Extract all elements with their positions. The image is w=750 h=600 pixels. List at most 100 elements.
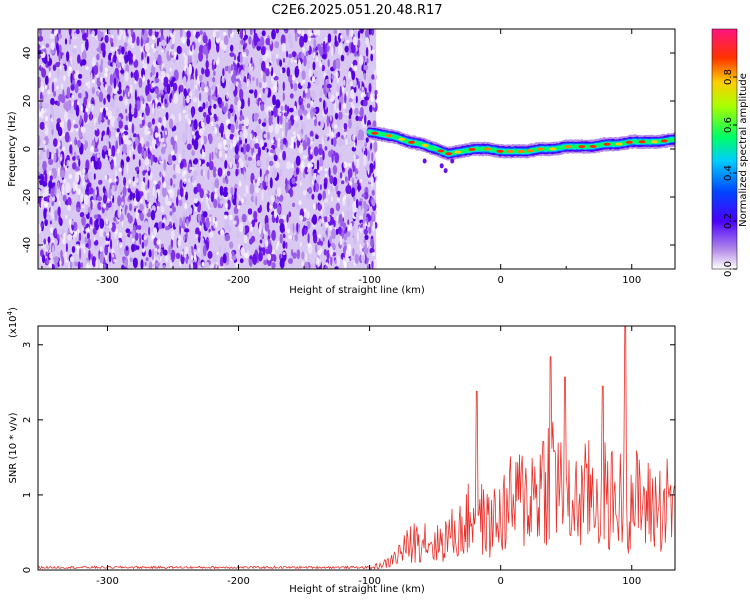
noise-blob bbox=[219, 256, 224, 268]
noise-blob bbox=[343, 229, 347, 235]
noise-gap bbox=[162, 217, 166, 223]
noise-gap bbox=[213, 60, 216, 65]
noise-blob bbox=[330, 46, 334, 57]
noise-blob bbox=[294, 123, 299, 129]
noise-gap bbox=[40, 64, 43, 68]
noise-blob bbox=[363, 161, 367, 166]
noise-blob bbox=[257, 146, 261, 158]
noise-gap bbox=[210, 107, 214, 114]
noise-blob bbox=[282, 233, 286, 239]
noise-blob bbox=[186, 143, 192, 150]
noise-blob bbox=[248, 89, 254, 94]
noise-blob bbox=[159, 171, 162, 178]
noise-blob bbox=[243, 226, 246, 235]
noise-blob bbox=[305, 252, 308, 263]
noise-blob bbox=[125, 115, 128, 122]
noise-blob bbox=[266, 201, 270, 213]
x-tick-label: -200 bbox=[227, 275, 250, 286]
noise-gap bbox=[120, 206, 122, 210]
noise-blob bbox=[277, 137, 281, 142]
noise-gap bbox=[104, 256, 108, 261]
noise-blob bbox=[142, 97, 145, 105]
noise-gap bbox=[77, 228, 80, 234]
noise-blob bbox=[322, 40, 326, 53]
noise-blob bbox=[38, 223, 42, 234]
noise-blob bbox=[313, 29, 318, 36]
noise-gap bbox=[191, 255, 194, 260]
noise-blob bbox=[256, 180, 260, 187]
noise-blob bbox=[151, 82, 155, 88]
noise-blob bbox=[339, 101, 342, 112]
noise-blob bbox=[265, 239, 269, 248]
noise-blob bbox=[59, 170, 66, 178]
noise-blob bbox=[129, 257, 133, 262]
noise-blob bbox=[261, 122, 267, 127]
noise-gap bbox=[229, 214, 233, 221]
noise-blob bbox=[229, 52, 235, 57]
noise-blob bbox=[346, 209, 350, 220]
noise-blob bbox=[234, 183, 238, 189]
noise-blob bbox=[39, 149, 44, 160]
noise-gap bbox=[307, 243, 311, 248]
noise-gap bbox=[71, 94, 75, 99]
noise-blob bbox=[316, 266, 322, 269]
noise-gap bbox=[95, 189, 97, 196]
noise-blob bbox=[371, 189, 375, 196]
noise-gap bbox=[347, 163, 352, 167]
noise-blob bbox=[371, 74, 375, 80]
noise-blob bbox=[39, 168, 44, 175]
noise-blob bbox=[355, 211, 361, 221]
noise-blob bbox=[259, 36, 265, 48]
noise-blob bbox=[147, 179, 150, 189]
noise-blob bbox=[153, 156, 158, 163]
noise-gap bbox=[106, 197, 110, 204]
colorbar-tick-label: 0.8 bbox=[723, 69, 734, 85]
noise-gap bbox=[151, 35, 156, 40]
noise-blob bbox=[212, 76, 216, 83]
noise-blob bbox=[182, 216, 186, 227]
noise-blob bbox=[305, 51, 309, 57]
ridge-peak bbox=[506, 149, 514, 153]
noise-blob bbox=[262, 80, 268, 89]
noise-gap bbox=[192, 44, 194, 52]
noise-blob bbox=[193, 169, 199, 177]
noise-gap bbox=[212, 31, 216, 38]
noise-blob bbox=[362, 146, 366, 152]
noise-blob bbox=[359, 106, 364, 118]
noise-gap bbox=[96, 74, 99, 79]
noise-blob bbox=[311, 75, 316, 83]
noise-blob bbox=[75, 29, 80, 35]
noise-blob bbox=[80, 262, 84, 268]
noise-blob bbox=[193, 260, 198, 269]
noise-gap bbox=[110, 195, 113, 199]
noise-gap bbox=[158, 238, 161, 245]
noise-blob bbox=[354, 201, 357, 212]
noise-blob bbox=[178, 198, 183, 207]
ridge-peak bbox=[484, 147, 492, 151]
noise-blob bbox=[99, 228, 104, 238]
noise-gap bbox=[258, 177, 260, 182]
noise-blob bbox=[364, 141, 368, 148]
noise-gap bbox=[328, 225, 332, 229]
noise-blob bbox=[178, 85, 181, 95]
noise-blob bbox=[270, 195, 275, 203]
ridge-peak bbox=[625, 140, 633, 144]
noise-blob bbox=[81, 178, 86, 187]
noise-blob bbox=[172, 82, 178, 92]
noise-gap bbox=[193, 135, 196, 139]
noise-blob bbox=[262, 247, 266, 256]
noise-gap bbox=[353, 64, 357, 72]
ridge-outlier bbox=[422, 158, 427, 164]
noise-blob bbox=[136, 36, 140, 47]
noise-blob bbox=[84, 174, 88, 181]
noise-blob bbox=[80, 243, 86, 250]
noise-gap bbox=[327, 189, 330, 195]
noise-blob bbox=[122, 143, 127, 155]
noise-blob bbox=[51, 252, 56, 258]
noise-blob bbox=[74, 83, 79, 94]
noise-blob bbox=[201, 159, 205, 164]
noise-blob bbox=[62, 194, 67, 202]
noise-blob bbox=[282, 81, 285, 92]
noise-blob bbox=[48, 158, 54, 165]
noise-blob bbox=[326, 249, 330, 260]
